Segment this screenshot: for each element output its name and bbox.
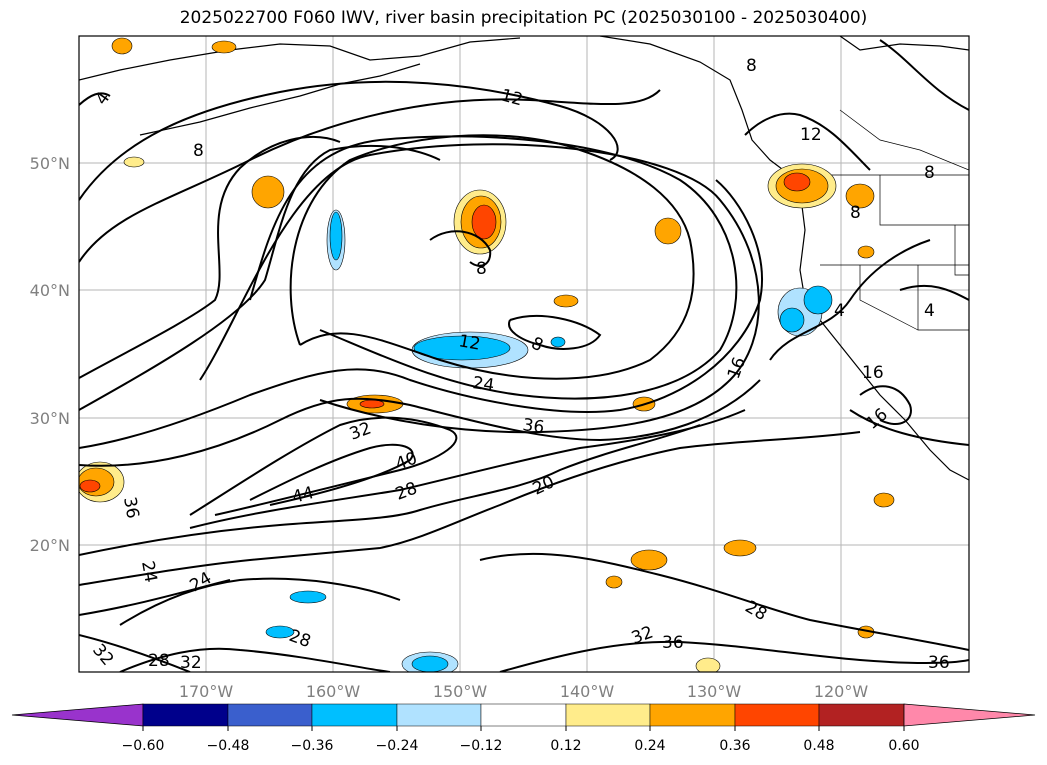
colorbar-label: −0.12 — [460, 738, 503, 754]
precip-shading — [79, 37, 895, 672]
colorbar-extend-low — [11, 703, 144, 727]
colorbar-segment — [142, 703, 229, 727]
contour-label: 16 — [862, 363, 884, 383]
colorbar-segment — [227, 703, 313, 727]
lat-label: 40°N — [30, 281, 70, 300]
colorbar-extend-high — [903, 703, 1036, 727]
contour-label: 36 — [662, 633, 684, 653]
colorbar-label: −0.24 — [376, 738, 419, 754]
contour-label: 8 — [476, 259, 487, 279]
contour-label: 8 — [850, 203, 861, 223]
colorbar-segment — [480, 703, 567, 727]
colorbar-label: −0.36 — [291, 738, 334, 754]
colorbar-ticks — [142, 726, 905, 731]
lat-label: 30°N — [30, 409, 70, 428]
contour-label: 8 — [924, 163, 935, 183]
contour-label: 28 — [148, 651, 170, 671]
coastline — [79, 36, 969, 481]
lon-label: 150°W — [433, 682, 488, 701]
contour-label: 32 — [180, 653, 202, 673]
colorbar-segment — [818, 703, 905, 727]
contour-label: 4 — [924, 301, 935, 321]
contour-label: 24 — [471, 373, 495, 396]
colorbar-segment — [734, 703, 820, 727]
map-frame — [78, 35, 970, 673]
colorbar-label: 0.12 — [550, 738, 581, 754]
lon-label: 130°W — [687, 682, 742, 701]
contour-label: 24 — [137, 559, 160, 584]
colorbar-label: −0.60 — [122, 738, 165, 754]
colorbar-label: 0.48 — [803, 738, 834, 754]
contour-label: 4 — [834, 301, 845, 321]
colorbar-segment — [565, 703, 651, 727]
colorbar-segment — [396, 703, 482, 727]
colorbar-label: 0.36 — [719, 738, 750, 754]
map-panel[interactable]: 4 8 12 8 12 8 8 8 12 8 24 16 16 16 4 4 3… — [76, 35, 970, 676]
colorbar-segment — [311, 703, 398, 727]
lon-label: 140°W — [560, 682, 615, 701]
contour-label: 8 — [746, 56, 757, 76]
colorbar-label: −0.48 — [207, 738, 250, 754]
map-title: 2025022700 F060 IWV, river basin precipi… — [179, 8, 868, 28]
contour-label: 36 — [928, 653, 950, 673]
contour-label: 36 — [119, 495, 142, 520]
lon-label: 160°W — [306, 682, 361, 701]
lat-label: 20°N — [30, 536, 70, 555]
contour-label: 8 — [193, 141, 204, 161]
lon-label: 120°W — [814, 682, 869, 701]
contour-label: 12 — [800, 125, 822, 145]
longitude-labels: 170°W 160°W 150°W 140°W 130°W 120°W — [179, 682, 869, 701]
iwv-contours — [79, 39, 969, 672]
lat-label: 50°N — [30, 154, 70, 173]
colorbar-label: 0.24 — [634, 738, 665, 754]
colorbar-label: 0.60 — [888, 738, 919, 754]
latitude-labels: 20°N 30°N 40°N 50°N — [30, 154, 70, 555]
lon-label: 170°W — [179, 682, 234, 701]
colorbar-segment — [649, 703, 736, 727]
contour-label: 12 — [457, 331, 482, 354]
colorbar: −0.60 −0.48 −0.36 −0.24 −0.12 0.12 0.24 … — [11, 703, 1036, 754]
contour-label: 36 — [521, 415, 545, 438]
